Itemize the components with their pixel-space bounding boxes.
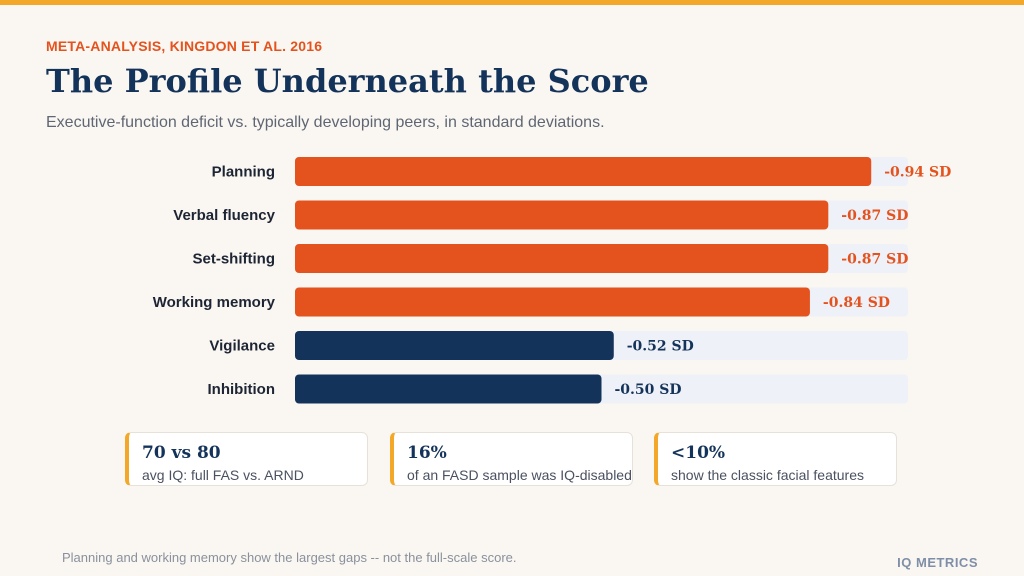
- category-label: Working memory: [153, 294, 276, 311]
- value-label: -0.50 SD: [615, 382, 682, 398]
- bar-inhibition: [295, 374, 602, 404]
- category-label: Vigilance: [209, 338, 275, 355]
- category-label: Planning: [212, 164, 275, 181]
- category-label: Verbal fluency: [173, 207, 275, 224]
- stat-card-label: show the classic facial features: [671, 467, 864, 483]
- stat-card-label: of an FASD sample was IQ-disabled: [407, 467, 632, 483]
- value-label: -0.52 SD: [627, 339, 694, 355]
- value-label: -0.87 SD: [841, 252, 908, 268]
- category-label: Set-shifting: [193, 251, 276, 268]
- category-label: Inhibition: [208, 381, 275, 398]
- value-label: -0.84 SD: [823, 295, 890, 311]
- bar-vigilance: [295, 331, 614, 360]
- value-label: -0.94 SD: [884, 165, 951, 181]
- footnote: Planning and working memory show the lar…: [62, 550, 517, 565]
- value-label: -0.87 SD: [841, 208, 908, 224]
- bar-planning: [295, 157, 872, 186]
- stat-card-iq-disabled: 16% of an FASD sample was IQ-disabled: [390, 432, 633, 486]
- bar-set-shifting: [295, 244, 829, 273]
- stat-card-iq: 70 vs 80 avg IQ: full FAS vs. ARND: [125, 432, 368, 486]
- stat-card-label: avg IQ: full FAS vs. ARND: [142, 467, 304, 483]
- bar-working-memory: [295, 287, 810, 317]
- bar-chart: Planning -0.94 SD Verbal fluency -0.87 SD Se…: [153, 157, 951, 404]
- page-subtitle: Executive-function deficit vs. typically…: [46, 114, 605, 131]
- bar-verbal-fluency: [295, 200, 829, 230]
- stat-card-value: 70 vs 80: [142, 443, 221, 463]
- stat-card-facial-features: <10% show the classic facial features: [654, 432, 897, 486]
- stat-card-value: 16%: [407, 443, 447, 463]
- eyebrow-source: META-ANALYSIS, KINGDON ET AL. 2016: [46, 38, 323, 54]
- stat-card-value: <10%: [671, 443, 726, 463]
- page-title: The Profile Underneath the Score: [46, 62, 649, 100]
- brand-logo-text: IQ METRICS: [897, 555, 978, 570]
- top-accent-bar: [0, 0, 1024, 5]
